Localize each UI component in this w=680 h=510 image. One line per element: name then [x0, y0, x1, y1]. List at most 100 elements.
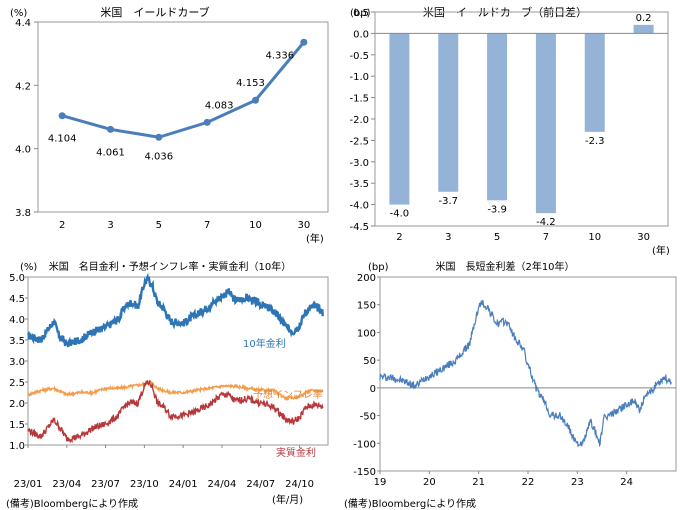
- rates-x-tick-label: 23/01: [14, 479, 43, 490]
- rates-series-line: [27, 379, 324, 444]
- rates-x-tick-label: 23/04: [52, 479, 81, 490]
- yield-curve-x-tick-label: 5: [156, 220, 162, 231]
- footer-note-left: (備考)Bloombergにより作成: [6, 499, 139, 510]
- yield-change-x-unit: (年): [652, 244, 670, 255]
- yield-curve-plot-area: [37, 21, 329, 213]
- yield-change-y-tick-label: 0.0: [353, 29, 369, 40]
- yield-change-x-tick-label: 10: [588, 232, 601, 243]
- spread-title: 米国 長短金利差（2年10年）: [435, 260, 574, 273]
- spread-y-tick-label: -150: [353, 467, 376, 478]
- yield-curve-y-tick-label: 4.4: [15, 18, 31, 29]
- spread-series-line: [379, 299, 672, 448]
- rates-title: 米国 名目金利・予想インフレ率・実質金利（10年）: [49, 260, 291, 273]
- yield-curve-data-label: 4.036: [145, 151, 174, 162]
- yield-change-x-tick-label: 3: [445, 232, 451, 243]
- yield-curve-x-tick-label: 30: [297, 220, 310, 231]
- yield-change-bar: [535, 33, 556, 214]
- yield-change-data-label: -3.9: [487, 204, 507, 215]
- yield-change-plot-area: [374, 11, 669, 227]
- yield-change-y-tick-label: -2.5: [349, 136, 369, 147]
- yield-curve-data-label: 4.083: [205, 100, 234, 111]
- yield-curve-x-tick-label: 2: [59, 220, 65, 231]
- rates-series-line: [27, 380, 324, 401]
- spread-x-tick-label: 24: [620, 477, 633, 488]
- yield-change-data-label: -4.2: [536, 217, 556, 228]
- rates-x-tick-label: 23/07: [91, 479, 120, 490]
- yield-change-bar: [438, 33, 459, 192]
- rates-x-tick-label: 23/10: [130, 479, 159, 490]
- rates-label-real: 実質金利: [276, 446, 316, 459]
- rates-x-unit: (年/月): [272, 493, 303, 506]
- spread-x-tick-label: 21: [472, 477, 485, 488]
- yield-change-y-tick-label: -4.5: [349, 222, 369, 233]
- yield-curve-y-tick-label: 4.0: [15, 145, 31, 156]
- yield-curve-x-tick-label: 7: [204, 220, 210, 231]
- footer-note-right: (備考)Bloombergにより作成: [344, 499, 477, 510]
- yield-curve-point: [155, 133, 163, 141]
- rates-x-tick-label: 24/07: [246, 479, 275, 490]
- yield-curve-y-tick-label: 3.8: [15, 208, 31, 219]
- rates-label-inflation: 予想インフレ率: [253, 388, 323, 401]
- spread-y-tick-label: 0: [370, 384, 376, 395]
- yield-curve-point: [58, 112, 66, 120]
- yield-change-y-tick-label: 0.5: [353, 8, 369, 19]
- spread-y-tick-label: 50: [363, 356, 376, 367]
- yield-curve-chart: 米国 イールドカーブ (%) 3.8 4.0 4.2 4.4 2 3 5 7 10 30 4.1…: [10, 5, 329, 245]
- spread-chart: 米国 長短金利差（2年10年） (bp) 200 150 100 50 0 -50 -100…: [353, 260, 677, 488]
- yield-curve-data-label: 4.061: [96, 147, 125, 158]
- spread-x-tick-label: 20: [423, 477, 436, 488]
- rates-y-tick-label: 5.0: [9, 273, 25, 284]
- yield-change-data-label: -2.3: [585, 136, 605, 147]
- rates-chart: 米国 名目金利・予想インフレ率・実質金利（10年） (%) 1.0 1.5 2.0 2…: [9, 260, 329, 506]
- yield-curve-line: [61, 41, 305, 139]
- spread-y-tick-label: 100: [357, 328, 376, 339]
- rates-x-tick-label: 24/10: [285, 479, 314, 490]
- rates-y-tick-label: 2.5: [9, 378, 25, 389]
- yield-change-y-tick-label: -3.0: [349, 158, 369, 169]
- spread-plot-area: [379, 276, 677, 472]
- yield-change-y-tick-label: -3.5: [349, 179, 369, 190]
- yield-change-x-tick-label: 2: [396, 232, 402, 243]
- yield-change-x-tick-label: 7: [543, 232, 549, 243]
- yield-change-x-tick-label: 5: [494, 232, 500, 243]
- spread-unit: (bp): [368, 262, 389, 273]
- rates-x-tick-label: 24/01: [169, 479, 198, 490]
- yield-change-bar: [389, 33, 410, 205]
- rates-label-nominal: 10年金利: [243, 337, 286, 350]
- yield-change-bar: [633, 24, 654, 34]
- spread-x-tick-label: 23: [571, 477, 584, 488]
- spread-y-tick-label: 200: [357, 273, 376, 284]
- rates-y-tick-label: 1.0: [9, 441, 25, 452]
- spread-x-tick-label: 22: [522, 477, 535, 488]
- rates-y-tick-label: 1.5: [9, 420, 25, 431]
- spread-x-tick-label: 19: [374, 477, 387, 488]
- yield-curve-x-tick-label: 3: [107, 220, 113, 231]
- yield-curve-x-unit: (年): [306, 232, 324, 245]
- yield-curve-point: [203, 118, 211, 126]
- rates-unit: (%): [20, 262, 37, 273]
- yield-change-bar: [487, 33, 508, 201]
- yield-change-unit: (bp): [350, 8, 371, 19]
- rates-series-line: [27, 272, 324, 348]
- rates-x-tick-label: 24/04: [208, 479, 237, 490]
- yield-change-y-tick-label: -1.5: [349, 94, 369, 105]
- yield-curve-x-tick-label: 10: [249, 220, 262, 231]
- yield-curve-point: [252, 96, 259, 104]
- yield-change-x-tick-label: 30: [637, 232, 650, 243]
- yield-curve-data-label: 4.104: [48, 134, 77, 145]
- spread-y-tick-label: -50: [360, 412, 376, 423]
- yield-curve-y-tick-label: 4.2: [15, 81, 31, 92]
- yield-change-chart: 米国 イールドカーブ（前日差） (bp) 0.50.0-0.5-1.0-1.5-…: [349, 5, 670, 255]
- yield-change-y-tick-label: -1.0: [349, 72, 369, 83]
- rates-y-tick-label: 4.5: [9, 294, 25, 305]
- yield-curve-point: [107, 125, 114, 133]
- yield-curve-point: [300, 38, 308, 46]
- yield-change-y-tick-label: -4.0: [349, 201, 369, 212]
- yield-curve-data-label: 4.153: [236, 78, 265, 89]
- yield-change-data-label: -4.0: [390, 209, 410, 220]
- yield-change-data-label: 0.2: [636, 13, 652, 24]
- rates-y-tick-label: 3.5: [9, 336, 25, 347]
- spread-y-tick-label: 150: [357, 301, 376, 312]
- yield-change-y-tick-label: -2.0: [349, 115, 369, 126]
- rates-y-tick-label: 4.0: [9, 315, 25, 326]
